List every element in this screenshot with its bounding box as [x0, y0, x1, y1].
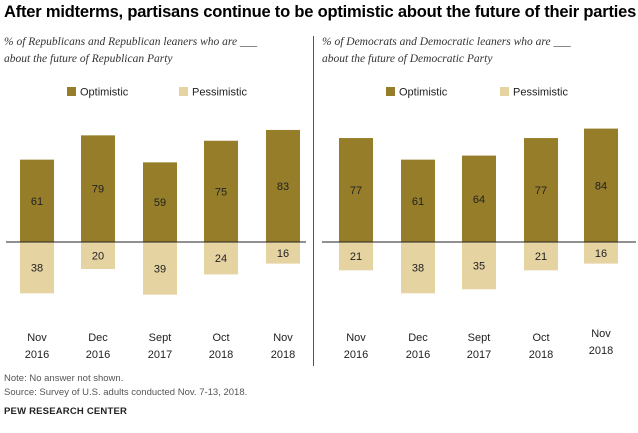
left-legend-label-optimistic: Optimistic [80, 87, 129, 99]
right-data-label-optimistic-1: 61 [412, 196, 424, 208]
right-tick-label-0-year: 2016 [344, 349, 368, 361]
right-tick-label-3-year: 2018 [529, 349, 553, 361]
left-data-label-optimistic-1: 79 [92, 184, 104, 196]
left-subtitle-line-1: % of Republicans and Republican leaners … [4, 36, 258, 48]
left-tick-label-3-year: 2018 [209, 349, 233, 361]
left-bar-pessimistic-0 [20, 242, 54, 294]
left-tick-label-3-month: Oct [212, 332, 229, 344]
right-legend-label-optimistic: Optimistic [399, 87, 448, 99]
right-bar-pessimistic-0 [339, 242, 373, 271]
left-bar-pessimistic-1 [81, 242, 115, 269]
left-bar-optimistic-4 [266, 129, 300, 242]
left-chart-subtitle: % of Republicans and Republican leaners … [4, 34, 304, 68]
right-data-label-optimistic-0: 77 [350, 185, 362, 197]
panel-divider [313, 36, 314, 366]
left-data-label-pessimistic-3: 24 [215, 253, 227, 265]
left-bar-pessimistic-4 [266, 242, 300, 264]
right-tick-label-1-month: Dec [408, 332, 428, 344]
left-bar-optimistic-1 [81, 135, 115, 242]
left-tick-label-1-year: 2016 [86, 349, 110, 361]
right-chart-subtitle: % of Democrats and Democratic leaners wh… [322, 34, 622, 68]
right-data-label-pessimistic-0: 21 [350, 251, 362, 263]
right-data-label-optimistic-2: 64 [473, 194, 485, 206]
right-legend-label-pessimistic: Pessimistic [513, 87, 569, 99]
left-legend-swatch-optimistic [67, 87, 76, 96]
pew-logo-text: PEW RESEARCH CENTER [4, 406, 128, 417]
right-data-label-pessimistic-2: 35 [473, 261, 485, 273]
source-note: Source: Survey of U.S. adults conducted … [4, 387, 248, 398]
left-bar-optimistic-3 [204, 140, 238, 242]
right-bar-pessimistic-3 [524, 242, 558, 271]
right-bar-optimistic-0 [339, 138, 373, 242]
right-tick-label-4-month: Nov [591, 328, 611, 340]
right-tick-label-2-month: Sept [468, 332, 491, 344]
right-data-label-optimistic-4: 84 [595, 180, 607, 192]
right-data-label-pessimistic-1: 38 [412, 263, 424, 275]
left-legend-label-pessimistic: Pessimistic [192, 87, 248, 99]
right-bar-pessimistic-2 [462, 242, 496, 290]
right-data-label-optimistic-3: 77 [535, 185, 547, 197]
left-tick-label-4-year: 2018 [271, 349, 295, 361]
right-bar-optimistic-3 [524, 138, 558, 242]
right-bar-pessimistic-4 [584, 242, 618, 264]
left-tick-label-0-month: Nov [27, 332, 47, 344]
right-bar-optimistic-4 [584, 128, 618, 242]
right-data-label-pessimistic-4: 16 [595, 248, 607, 260]
right-bar-optimistic-1 [401, 159, 435, 242]
footnote: Note: No answer not shown. [4, 373, 124, 384]
left-data-label-optimistic-0: 61 [31, 196, 43, 208]
right-legend-swatch-optimistic [386, 87, 395, 96]
right-tick-label-3-month: Oct [532, 332, 549, 344]
left-bar-pessimistic-2 [143, 242, 177, 295]
left-data-label-pessimistic-2: 39 [154, 263, 166, 275]
right-bar-pessimistic-1 [401, 242, 435, 294]
left-data-label-pessimistic-0: 38 [31, 263, 43, 275]
left-subtitle-line-2: about the future of Republican Party [4, 53, 173, 65]
left-data-label-optimistic-2: 59 [154, 197, 166, 209]
left-bar-pessimistic-3 [204, 242, 238, 275]
left-data-label-pessimistic-1: 20 [92, 251, 104, 263]
right-tick-label-1-year: 2016 [406, 349, 430, 361]
left-tick-label-2-month: Sept [149, 332, 172, 344]
left-tick-label-2-year: 2017 [148, 349, 172, 361]
left-tick-label-4-month: Nov [273, 332, 293, 344]
left-tick-label-1-month: Dec [88, 332, 108, 344]
right-bar-optimistic-2 [462, 155, 496, 242]
left-bar-optimistic-2 [143, 162, 177, 242]
left-tick-label-0-year: 2016 [25, 349, 49, 361]
left-legend-swatch-pessimistic [179, 87, 188, 96]
right-data-label-pessimistic-3: 21 [535, 251, 547, 263]
left-bar-optimistic-0 [20, 159, 54, 242]
right-tick-label-4-year: 2018 [589, 345, 613, 357]
right-legend-swatch-pessimistic [500, 87, 509, 96]
left-data-label-optimistic-3: 75 [215, 186, 227, 198]
chart-title: After midterms, partisans continue to be… [4, 3, 637, 21]
right-tick-label-2-year: 2017 [467, 349, 491, 361]
right-subtitle-line-2: about the future of Democratic Party [322, 53, 493, 65]
left-data-label-optimistic-4: 83 [277, 181, 289, 193]
right-tick-label-0-month: Nov [346, 332, 366, 344]
left-data-label-pessimistic-4: 16 [277, 248, 289, 260]
right-subtitle-line-1: % of Democrats and Democratic leaners wh… [322, 36, 571, 48]
